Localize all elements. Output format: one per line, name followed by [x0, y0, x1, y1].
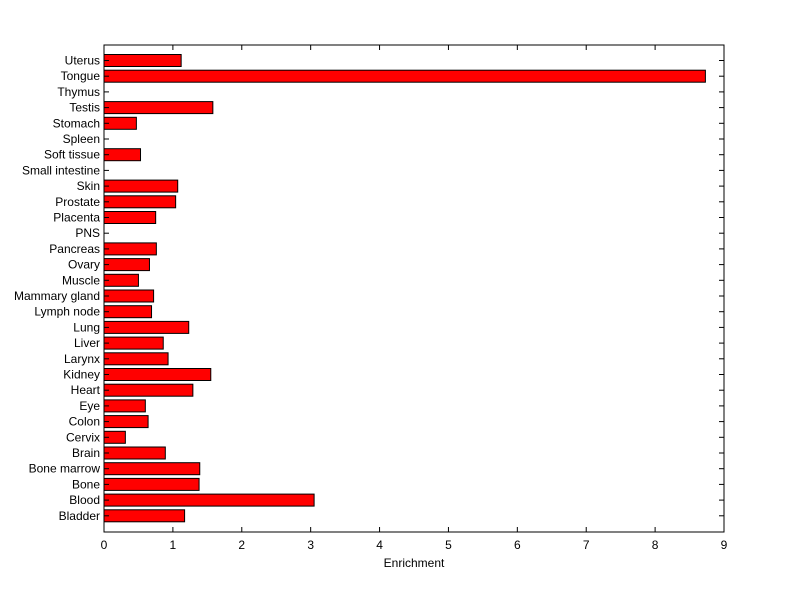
y-tick-label-uterus: Uterus [65, 54, 100, 68]
y-tick-label-skin: Skin [77, 179, 100, 193]
y-tick-label-spleen: Spleen [63, 132, 100, 146]
y-tick-label-bone: Bone [72, 477, 100, 491]
y-tick-label-ovary: Ovary [68, 258, 100, 272]
y-tick-label-muscle: Muscle [62, 273, 100, 287]
bar-skin [103, 179, 179, 193]
y-tick-label-heart: Heart [71, 383, 101, 397]
x-tick-label-5: 5 [445, 538, 452, 552]
bar-ovary [103, 258, 150, 272]
bar-brain [103, 446, 166, 460]
bar-uterus [103, 54, 182, 67]
y-tick-label-tongue: Tongue [61, 69, 101, 83]
bar-muscle [103, 273, 139, 287]
bar-colon [103, 415, 149, 429]
x-tick-label-6: 6 [514, 538, 521, 552]
x-tick-label-1: 1 [170, 538, 177, 552]
y-tick-label-pns: PNS [75, 226, 100, 240]
bar-blood [103, 493, 315, 507]
y-tick-label-liver: Liver [74, 336, 100, 350]
y-tick-label-small-intestine: Small intestine [22, 163, 100, 177]
y-tick-label-bladder: Bladder [59, 509, 100, 523]
x-tick-label-7: 7 [583, 538, 590, 552]
bar-heart [103, 383, 194, 397]
bar-eye [103, 399, 146, 413]
x-tick-label-4: 4 [376, 538, 383, 552]
bar-soft-tissue [103, 148, 142, 162]
x-tick-label-2: 2 [238, 538, 245, 552]
y-tick-label-lung: Lung [73, 320, 100, 334]
y-tick-label-soft-tissue: Soft tissue [44, 148, 100, 162]
y-tick-label-blood: Blood [69, 493, 100, 507]
x-tick-label-9: 9 [721, 538, 728, 552]
x-ticks-group: 0 1 2 3 4 5 6 7 8 9 [101, 45, 728, 552]
y-tick-label-mammary-gland: Mammary gland [14, 289, 100, 303]
y-tick-label-cervix: Cervix [66, 430, 100, 444]
y-tick-label-stomach: Stomach [53, 116, 100, 130]
bar-lung [103, 320, 190, 334]
x-axis-label: Enrichment [384, 556, 445, 570]
x-tick-label-3: 3 [307, 538, 314, 552]
x-tick-label-8: 8 [652, 538, 659, 552]
bar-bone-marrow [103, 462, 201, 476]
bar-pancreas [103, 242, 157, 256]
y-tick-label-testis: Testis [69, 101, 100, 115]
bar-lymph-node [103, 305, 153, 319]
bar-larynx [103, 352, 169, 366]
bar-bone [103, 477, 200, 491]
x-tick-label-0: 0 [101, 538, 108, 552]
y-tick-label-kidney: Kidney [63, 368, 100, 382]
y-tick-label-larynx: Larynx [64, 352, 100, 366]
y-tick-label-placenta: Placenta [53, 211, 100, 225]
bar-liver [103, 336, 164, 350]
y-tick-label-brain: Brain [72, 446, 100, 460]
plot-area [103, 44, 725, 533]
y-tick-label-prostate: Prostate [55, 195, 100, 209]
y-tick-label-lymph-node: Lymph node [34, 305, 100, 319]
bar-tongue [103, 69, 706, 83]
bar-mammary-gland [103, 289, 155, 303]
y-tick-label-colon: Colon [69, 415, 100, 429]
bar-testis [103, 101, 214, 115]
y-tick-label-pancreas: Pancreas [49, 242, 100, 256]
y-tick-label-bone-marrow: Bone marrow [29, 462, 101, 476]
y-tick-label-eye: Eye [79, 399, 100, 413]
bar-kidney [103, 368, 212, 381]
bar-placenta [103, 211, 157, 224]
y-tick-label-thymus: Thymus [57, 85, 100, 99]
bar-prostate [103, 195, 177, 209]
bar-bladder [103, 509, 186, 523]
